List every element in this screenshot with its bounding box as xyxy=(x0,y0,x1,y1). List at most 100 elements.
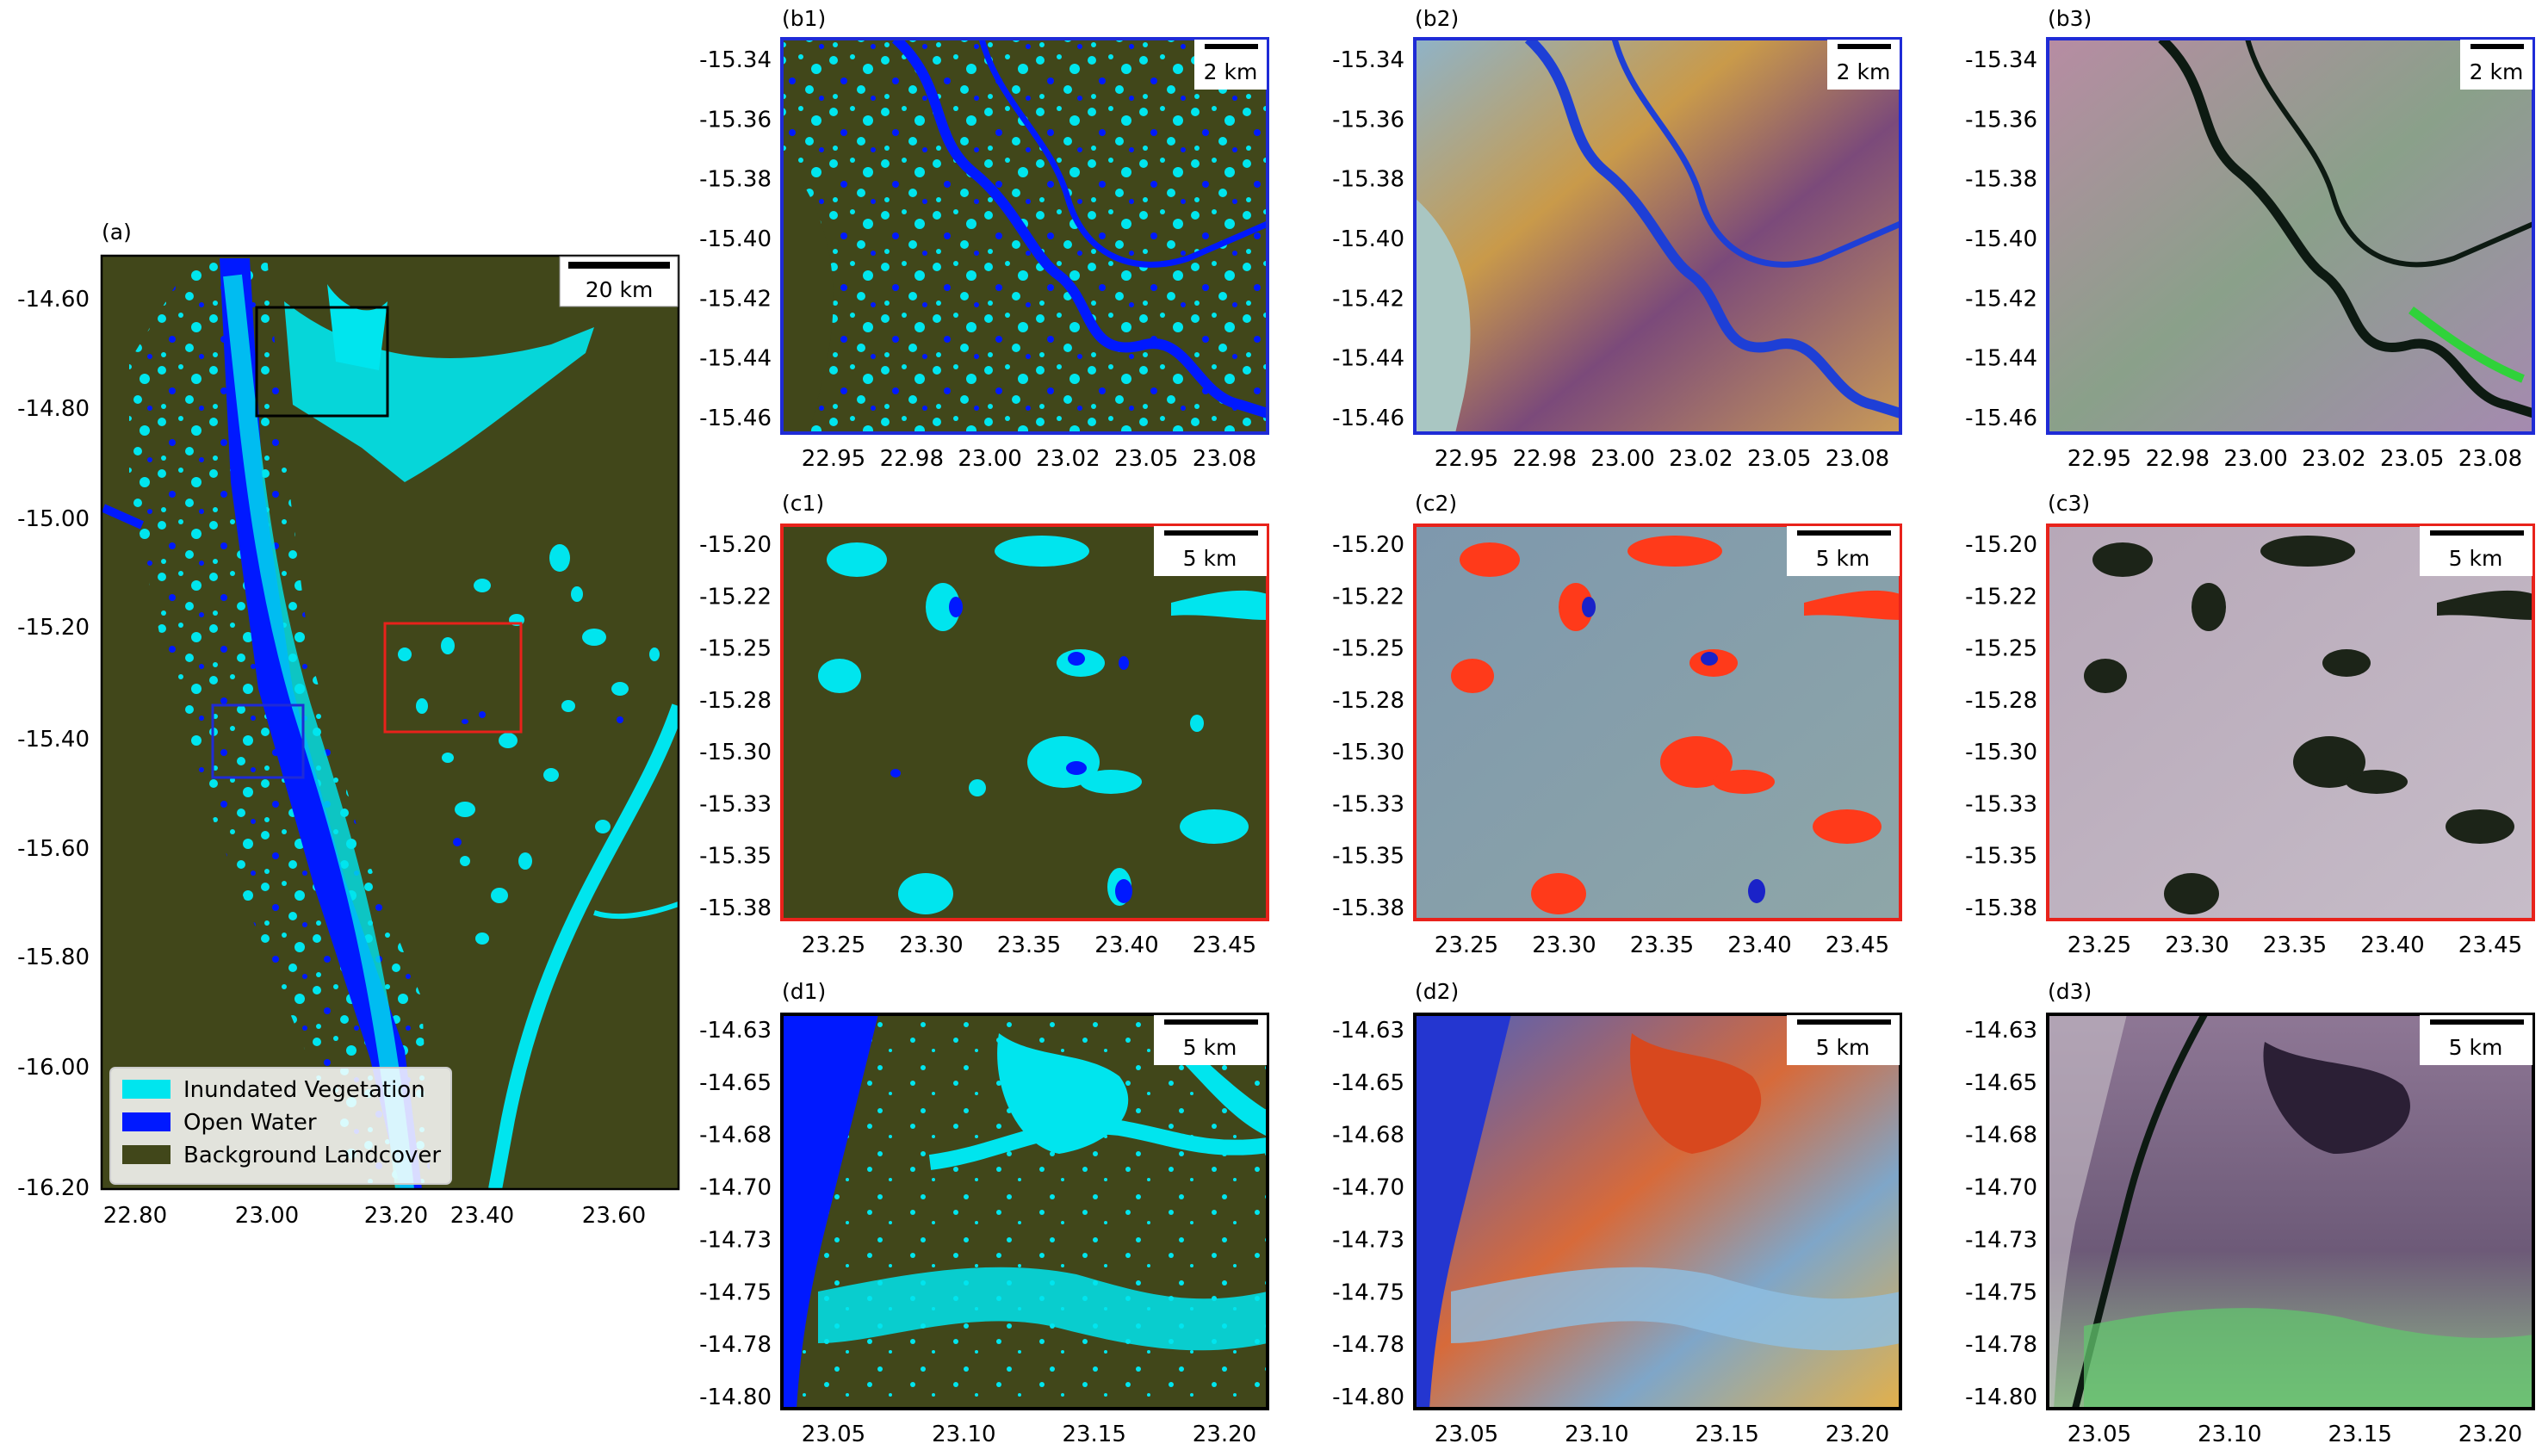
ytick-label: -14.70 xyxy=(1332,1175,1404,1201)
xtick-label: 23.08 xyxy=(1193,446,1256,472)
xtick-label: 23.40 xyxy=(1727,932,1791,958)
xtick-label: 23.40 xyxy=(2360,932,2424,958)
ytick-label: -15.38 xyxy=(1332,167,1404,193)
ytick-label: -15.80 xyxy=(17,945,90,970)
ytick-label: -15.36 xyxy=(1965,107,2037,133)
panel-d1: (d1) 5 km xyxy=(780,979,1269,1410)
panel-b2-label: (b2) xyxy=(1415,6,1459,31)
ytick-label: -15.46 xyxy=(1332,406,1404,431)
xtick-label: 23.45 xyxy=(1826,932,1889,958)
ytick-label: -15.60 xyxy=(17,836,90,862)
panel-d3-scalebar: 5 km xyxy=(2420,1015,2533,1065)
ytick-label: -14.65 xyxy=(699,1070,772,1096)
xtick-label: 23.25 xyxy=(802,932,865,958)
scalebar-label: 5 km xyxy=(1183,1035,1237,1060)
ytick-label: -15.42 xyxy=(699,286,772,312)
xtick-label: 22.95 xyxy=(2068,446,2131,472)
ytick-label: -15.28 xyxy=(1332,688,1404,714)
panel-d3: (d3) 5 km xyxy=(2046,979,2535,1410)
xtick-label: 22.95 xyxy=(802,446,865,472)
ytick-label: -15.00 xyxy=(17,506,90,532)
ytick-label: -15.30 xyxy=(699,740,772,765)
xtick-label: 23.20 xyxy=(1193,1422,1256,1447)
ytick-label: -15.36 xyxy=(1332,107,1404,133)
ytick-label: -14.68 xyxy=(1332,1123,1404,1149)
panel-d1-frame xyxy=(780,1013,1269,1410)
xtick-label: 23.02 xyxy=(2302,446,2365,472)
ytick-label: -14.78 xyxy=(1332,1332,1404,1358)
ytick-label: -15.33 xyxy=(1332,791,1404,817)
ytick-label: -15.44 xyxy=(1332,346,1404,372)
row-axes: -15.34 -15.36 -15.38 -15.40 -15.42 -15.44 -15.… xyxy=(699,47,2522,1447)
xtick-label: 23.15 xyxy=(2328,1422,2391,1447)
xtick-label: 23.00 xyxy=(1590,446,1654,472)
ytick-label: -15.20 xyxy=(17,615,90,641)
ytick-label: -14.73 xyxy=(1965,1227,2037,1253)
inset-box-b xyxy=(211,703,305,779)
panel-b3: (b3) 2 km xyxy=(2046,6,2535,435)
panel-d3-frame xyxy=(2046,1013,2535,1410)
ytick-label: -15.22 xyxy=(1965,584,2037,610)
ytick-label: -15.35 xyxy=(699,844,772,870)
scalebar-label: 2 km xyxy=(2470,59,2524,84)
xtick-label: 23.00 xyxy=(958,446,1021,472)
ytick-label: -14.63 xyxy=(1332,1018,1404,1044)
ytick-label: -14.75 xyxy=(1332,1279,1404,1305)
xtick-label: 23.30 xyxy=(1532,932,1596,958)
ytick-label: -14.75 xyxy=(1965,1279,2037,1305)
panel-a: (a) 20 km Inundated Vegetation Open Wate… xyxy=(17,220,680,1229)
panel-c2-label: (c2) xyxy=(1415,491,1457,516)
legend-label-inundated: Inundated Vegetation xyxy=(183,1077,425,1103)
ytick-label: -15.42 xyxy=(1965,286,2037,312)
ytick-label: -15.22 xyxy=(1332,584,1404,610)
ytick-label: -15.40 xyxy=(17,727,90,753)
legend-swatch-background xyxy=(122,1145,170,1164)
legend-swatch-open-water xyxy=(122,1112,170,1131)
xtick-label: 23.40 xyxy=(450,1203,514,1229)
panel-c2-scalebar: 5 km xyxy=(1787,526,1900,576)
panel-a-xaxis: 22.80 23.00 23.20 23.40 23.60 xyxy=(103,1203,646,1229)
panel-c1-scalebar: 5 km xyxy=(1154,526,1267,576)
xtick-label: 23.45 xyxy=(1193,932,1256,958)
ytick-label: -14.75 xyxy=(699,1279,772,1305)
ytick-label: -15.40 xyxy=(1332,226,1404,252)
xtick-label: 23.10 xyxy=(1565,1422,1628,1447)
panel-d3-label: (d3) xyxy=(2048,979,2092,1004)
xtick-label: 23.30 xyxy=(2165,932,2229,958)
scalebar-label: 5 km xyxy=(2449,546,2503,571)
panel-c2: (c2) 5 km xyxy=(1413,491,1902,921)
xtick-label: 22.98 xyxy=(2146,446,2210,472)
xtick-label: 23.08 xyxy=(2458,446,2522,472)
legend-label-open-water: Open Water xyxy=(183,1110,317,1136)
xtick-label: 23.20 xyxy=(364,1203,428,1229)
xtick-label: 23.20 xyxy=(2458,1422,2522,1447)
ytick-label: -14.80 xyxy=(1965,1385,2037,1410)
ytick-label: -15.20 xyxy=(1965,532,2037,558)
ytick-label: -14.80 xyxy=(1332,1385,1404,1410)
ytick-label: -15.46 xyxy=(699,406,772,431)
ytick-label: -15.34 xyxy=(1965,47,2037,73)
xtick-label: 23.05 xyxy=(802,1422,865,1447)
panel-c1: (c1) 5 km xyxy=(780,491,1269,921)
scalebar-label: 2 km xyxy=(1837,59,1891,84)
ytick-label: -15.25 xyxy=(1332,636,1404,662)
panel-a-scalebar: 20 km xyxy=(559,256,679,307)
panel-b2-scalebar: 2 km xyxy=(1827,40,1900,90)
ytick-label: -14.68 xyxy=(699,1123,772,1149)
ytick-label: -15.44 xyxy=(699,346,772,372)
xtick-label: 23.05 xyxy=(1114,446,1178,472)
panel-c2-frame xyxy=(1413,524,1902,921)
panel-b3-label: (b3) xyxy=(2048,6,2092,31)
panel-c1-frame xyxy=(780,524,1269,921)
ytick-label: -15.40 xyxy=(699,226,772,252)
panel-b2: (b2) 2 km xyxy=(1413,6,1902,435)
legend-swatch-inundated xyxy=(122,1080,170,1099)
ytick-label: -15.38 xyxy=(1965,167,2037,193)
ytick-label: -15.38 xyxy=(1332,895,1404,921)
ytick-label: -15.33 xyxy=(699,791,772,817)
ytick-label: -15.42 xyxy=(1332,286,1404,312)
xtick-label: 23.35 xyxy=(997,932,1061,958)
ytick-label: -15.40 xyxy=(1965,226,2037,252)
xtick-label: 23.30 xyxy=(899,932,963,958)
